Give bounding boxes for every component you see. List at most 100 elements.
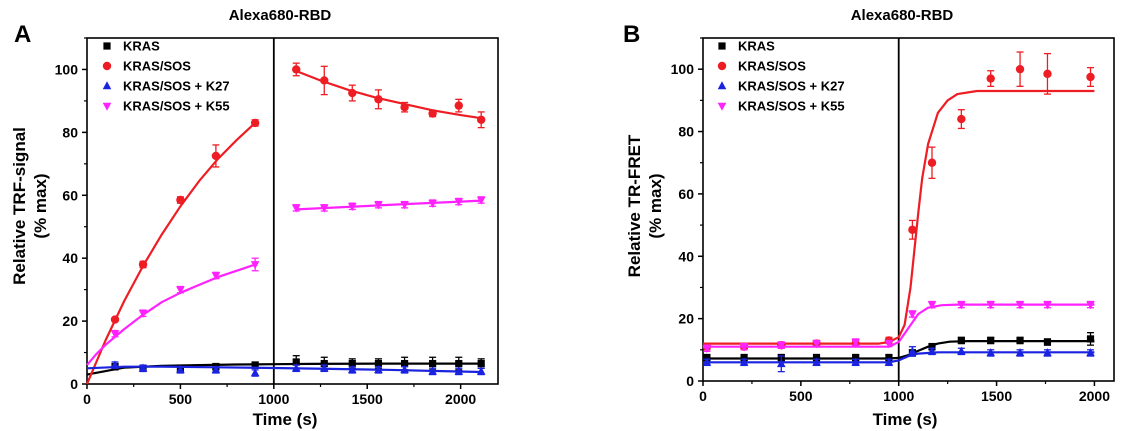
panel-b-series-3 <box>702 300 1095 354</box>
panel-b-legend-label: KRAS/SOS + K55 <box>738 99 845 114</box>
panel-a-data-point <box>176 195 185 205</box>
panel-b-data-point <box>987 336 995 345</box>
panel-a-ytick-label: 60 <box>62 187 78 203</box>
panel-b-data-point <box>851 338 860 347</box>
panel-a-legend-label: KRAS <box>123 39 160 54</box>
panel-a-data-point <box>400 103 409 112</box>
panel-a-data-point <box>348 359 356 368</box>
panel-a-ytick-label: 20 <box>62 313 78 329</box>
panel-b-data-point <box>1015 64 1025 74</box>
panel-b-fit-curve <box>703 303 1095 348</box>
panel-a-data-point <box>454 101 463 110</box>
panel-b-data-point <box>957 301 966 310</box>
panel-b-title: Alexa680-RBD <box>851 7 954 24</box>
panel-b-data-point <box>1043 348 1052 357</box>
panel-a-legend-label: KRAS/SOS + K55 <box>123 99 230 114</box>
panel-b-ytick-label: 40 <box>678 248 694 264</box>
panel-b-data-point <box>908 346 917 355</box>
panel-a-legend-label: KRAS/SOS + K27 <box>123 79 230 94</box>
panel-b-data-point <box>702 357 712 366</box>
panel-a-data-point <box>454 366 464 375</box>
panel-a-data-point <box>138 363 148 372</box>
panel-a: A Alexa680-RBD Relative TRF-signal (% ma… <box>10 7 331 429</box>
panel-a-data-point <box>374 201 383 210</box>
panel-a-data-point <box>319 204 329 213</box>
panel-a-data-point <box>476 196 486 205</box>
panel-b-data-point <box>884 340 894 349</box>
panel-b-data-point <box>739 357 749 366</box>
panel-b-legend-label: KRAS/SOS <box>738 59 806 74</box>
panel-a-data-point <box>348 88 357 98</box>
panel-a-data-point <box>428 199 437 208</box>
panel-a-legend-marker <box>102 81 112 90</box>
panel-b-ytick-label: 0 <box>686 373 694 389</box>
panel-a-ylabel-line2: (% max) <box>31 173 50 238</box>
panel-a-data-point <box>320 76 329 85</box>
panel-b-legend-label: KRAS/SOS + K27 <box>738 79 845 94</box>
panel-b-data-point <box>927 158 937 167</box>
panel-b-xtick-label: 2000 <box>1079 388 1110 404</box>
panel-b-legend-marker <box>717 102 727 111</box>
panel-a-letter: A <box>14 21 31 48</box>
panel-a-data-point <box>454 198 464 207</box>
panel-b-xtick-label: 0 <box>699 388 707 404</box>
panel-b-xlabel: Time (s) <box>873 410 938 429</box>
panel-a-legend-label: KRAS/SOS <box>123 59 191 74</box>
panel-b-data-point <box>986 74 995 83</box>
panel-a-data-point <box>400 365 409 374</box>
panel-b-data-point <box>1043 338 1052 346</box>
panel-a-data-point <box>110 330 120 339</box>
panel-b-data-point <box>1086 335 1095 343</box>
panel-a-data-point <box>400 201 409 210</box>
panel-b-xtick-label: 500 <box>789 388 813 404</box>
panel-a-legend-marker <box>102 61 112 71</box>
panel-b: B Alexa680-RBD Relative TR-FRET (% max) … <box>623 7 953 429</box>
panel-b-data-point <box>1043 301 1052 310</box>
panel-b-data-point <box>908 225 917 234</box>
panel-b-data-point <box>1086 72 1095 82</box>
panel-a-ytick-label: 40 <box>62 250 78 266</box>
panel-a-data-point <box>374 359 383 368</box>
panel-a-plot: 0 500 1000 1500 2000 0 20 40 60 80 100 KRAS KRAS/SOS… <box>55 37 499 407</box>
panel-a-data-point <box>211 151 221 161</box>
panel-a-data-point <box>477 359 485 368</box>
panel-a-data-point <box>455 359 463 368</box>
panel-a-ytick-label: 0 <box>70 376 78 392</box>
panel-a-data-point <box>292 65 301 74</box>
panel-a-data-point <box>400 359 409 368</box>
panel-b-legend-marker <box>717 61 727 71</box>
panel-a-data-point <box>476 115 486 124</box>
panel-b-data-point <box>776 359 786 368</box>
panel-b-ytick-label: 60 <box>678 186 694 202</box>
panel-a-data-point <box>176 365 185 374</box>
panel-b-xtick-label: 1000 <box>883 388 914 404</box>
panel-b-data-point <box>776 341 786 350</box>
panel-a-fit-curve <box>86 365 482 374</box>
panel-b-data-point <box>1043 69 1052 79</box>
panel-b-data-point <box>908 310 917 319</box>
panel-b-data-point <box>986 348 995 357</box>
panel-a-xlabel: Time (s) <box>253 410 318 429</box>
panel-a-data-point <box>250 118 260 128</box>
panel-a-xtick-label: 500 <box>169 391 193 407</box>
panel-a-series-3 <box>86 196 486 366</box>
panel-b-data-point <box>812 340 821 349</box>
panel-a-legend: KRAS KRAS/SOS KRAS/SOS + K27 KRAS/SOS + K55 <box>102 39 230 114</box>
panel-b-data-point <box>1086 348 1095 357</box>
panel-a-ylabel-line1: Relative TRF-signal <box>10 127 29 285</box>
panel-a-ytick-label: 80 <box>62 124 78 140</box>
panel-a-series-2 <box>86 360 486 377</box>
panel-b-data-point <box>957 114 966 124</box>
panel-b-plot: 0 500 1000 1500 2000 0 20 40 60 80 100 KRAS KRAS/SOS… <box>671 37 1115 404</box>
panel-a-legend-marker <box>103 42 111 50</box>
panel-b-data-point <box>986 301 995 310</box>
panel-a-data-point <box>110 360 120 369</box>
panel-a-data-point <box>250 368 260 377</box>
panel-a-data-point <box>251 361 259 369</box>
panel-a-data-point <box>374 95 383 104</box>
panel-b-data-point <box>927 346 937 355</box>
panel-a-data-point <box>176 286 185 295</box>
panel-a-legend-marker <box>102 102 112 111</box>
panel-a-data-point <box>291 204 301 213</box>
